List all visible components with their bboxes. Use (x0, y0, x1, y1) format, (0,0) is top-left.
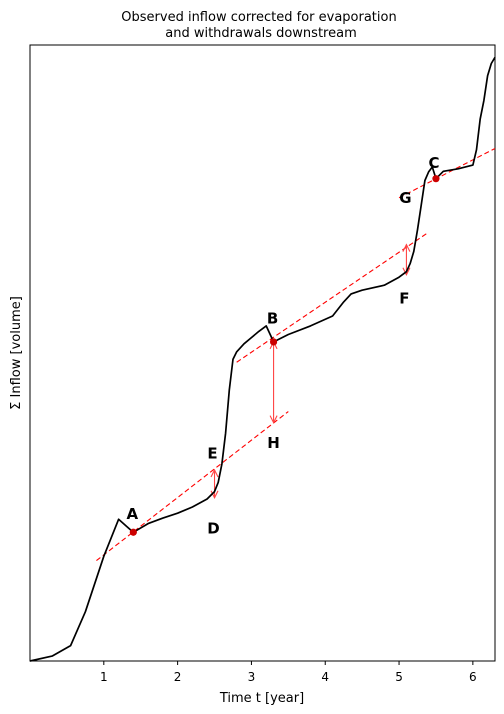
point-labels-layer: A B C D E F G H (127, 154, 440, 537)
x-axis-label: Time t [year] (219, 691, 304, 706)
curve-layer (29, 56, 496, 662)
y-axis-label: Σ Inflow [volume] (9, 296, 24, 410)
point-label-e: E (207, 445, 217, 463)
chart-title-line-1: Observed inflow corrected for evaporatio… (121, 10, 396, 25)
arrow-head-1-1 (210, 468, 219, 478)
point-marker-b (269, 338, 278, 346)
x-tick-label-2: 2 (174, 670, 182, 684)
point-label-a: A (127, 505, 139, 523)
point-marker-a (129, 528, 137, 536)
chart-title-line-2: and withdrawals downstream (165, 26, 356, 41)
point-label-d: D (207, 519, 219, 537)
point-label-g: G (399, 189, 411, 207)
x-tick-label-4: 4 (321, 670, 329, 684)
point-label-b: B (267, 309, 278, 327)
x-tick-label-3: 3 (248, 670, 256, 684)
tangent-line-1 (96, 411, 289, 562)
cumulative-inflow-curve (29, 56, 496, 662)
arrows-layer (210, 243, 411, 499)
point-marker-c (432, 175, 440, 183)
point-label-c: C (428, 154, 439, 172)
tangent-line-3 (398, 147, 496, 199)
arrow-head-2-2 (269, 415, 278, 424)
point-label-h: H (267, 434, 280, 452)
markers-layer (129, 175, 440, 536)
plot-area-frame (29, 44, 496, 662)
x-tick-label-5: 5 (395, 670, 403, 684)
x-axis: 1 2 3 4 5 6 (100, 661, 477, 684)
chart-title: Observed inflow corrected for evaporatio… (121, 10, 396, 41)
tangent-line-2 (236, 231, 429, 363)
arrow-head-3-1 (402, 243, 411, 252)
x-tick-label-1: 1 (100, 670, 108, 684)
arrow-head-3-2 (402, 267, 411, 276)
tangent-lines-layer (96, 147, 496, 562)
x-tick-label-6: 6 (469, 670, 477, 684)
point-label-f: F (399, 289, 409, 307)
